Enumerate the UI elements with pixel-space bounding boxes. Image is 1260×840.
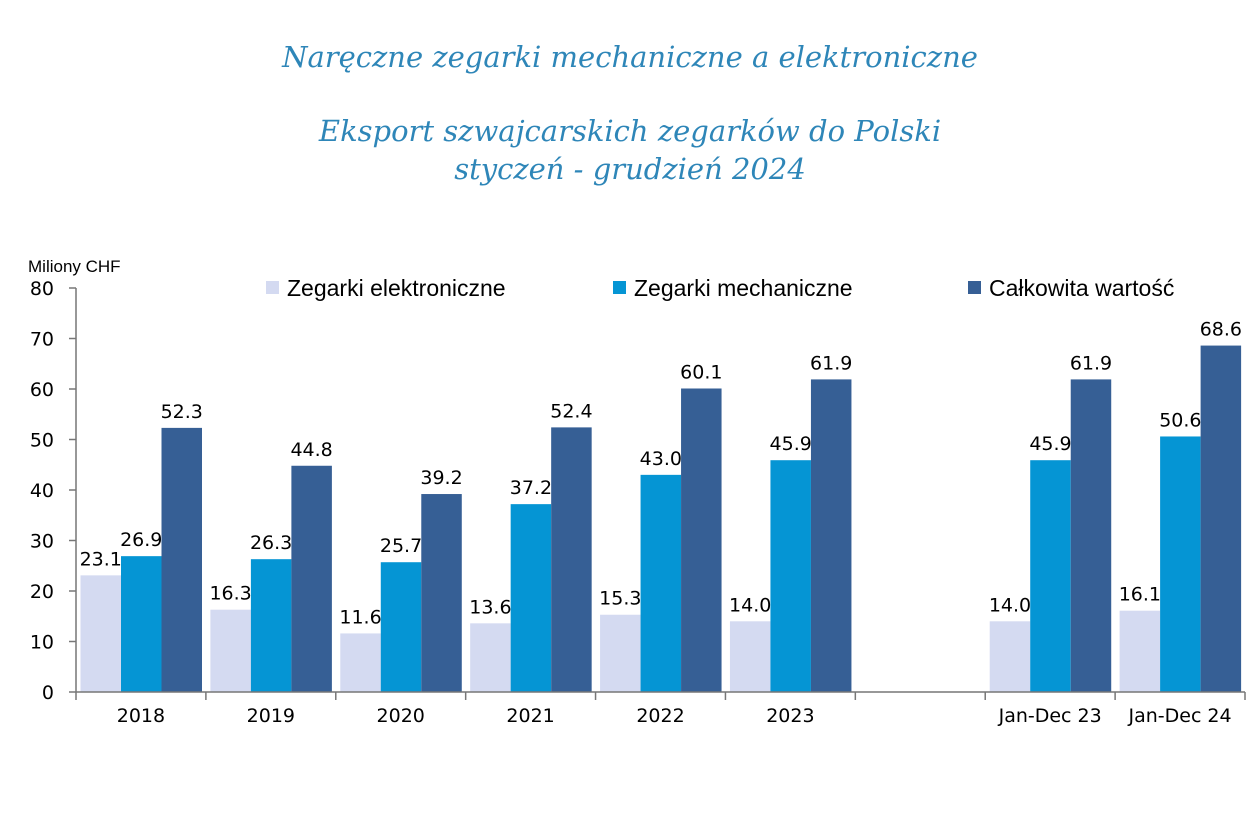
data-label: 37.2: [510, 477, 552, 499]
bar: [161, 427, 202, 692]
x-axis: 2018 2019 2020 2021 2022 2023 Jan-Dec 23 Jan-De…: [75, 691, 1246, 727]
data-label: 14.0: [729, 594, 771, 616]
y-tick-label: 20: [30, 581, 54, 603]
data-label: 52.4: [550, 400, 592, 422]
x-tick-label: 2021: [506, 705, 554, 727]
legend-swatch: [266, 281, 279, 294]
x-tick-label: Jan-Dec 23: [998, 705, 1102, 727]
y-tick-label: 0: [42, 682, 54, 704]
y-axis: 0 10 20 30 40 50 60 70 80: [30, 278, 77, 704]
bar: [80, 575, 121, 692]
bar: [1200, 345, 1242, 692]
x-tick-label: 2020: [377, 705, 425, 727]
x-tick-label: 2023: [766, 705, 814, 727]
legend: Zegarki elektroniczne Zegarki mechaniczne…: [266, 275, 1174, 301]
chart-title-line3: styczeń - grudzień 2024: [454, 152, 806, 186]
data-label: 52.3: [161, 401, 203, 423]
data-label: 26.3: [250, 532, 292, 554]
data-label: 16.1: [1119, 584, 1161, 606]
x-tick-label: 2022: [636, 705, 684, 727]
chart-title-line2: Eksport szwajcarskich zegarków do Polski: [318, 114, 942, 148]
bar: [1070, 379, 1112, 692]
legend-label: Całkowita wartość: [989, 275, 1174, 301]
bar: [291, 465, 332, 692]
y-tick-label: 30: [30, 531, 54, 553]
bar: [250, 559, 292, 692]
bar: [340, 633, 381, 692]
bar: [210, 609, 251, 692]
bar: [989, 621, 1031, 692]
data-label: 45.9: [1029, 433, 1071, 455]
x-tick-label: 2018: [117, 705, 165, 727]
bar: [121, 556, 162, 692]
x-tick-label: 2019: [247, 705, 295, 727]
bar: [681, 388, 722, 692]
data-label: 50.6: [1159, 409, 1201, 431]
bar: [770, 460, 811, 692]
data-label: 43.0: [640, 448, 682, 470]
data-label: 61.9: [810, 352, 852, 374]
data-label: 45.9: [770, 433, 812, 455]
bar: [470, 623, 511, 692]
y-tick-label: 60: [30, 379, 54, 401]
y-tick-label: 80: [30, 278, 54, 300]
bar: [551, 427, 592, 692]
chart-title-line1: Naręczne zegarki mechaniczne a elektroni…: [282, 40, 978, 74]
data-label: 25.7: [380, 535, 422, 557]
legend-label: Zegarki elektroniczne: [287, 275, 506, 301]
data-label: 61.9: [1070, 352, 1112, 374]
y-tick-label: 40: [30, 480, 54, 502]
bar: [421, 494, 462, 692]
data-label: 13.6: [469, 596, 511, 618]
bar: [1119, 610, 1161, 692]
data-label: 14.0: [989, 594, 1031, 616]
data-label: 60.1: [680, 361, 722, 383]
data-label: 26.9: [120, 529, 162, 551]
legend-swatch: [968, 281, 981, 294]
bar: [380, 562, 422, 692]
legend-swatch: [613, 281, 626, 294]
y-tick-label: 10: [30, 632, 54, 654]
data-labels: 23.126.9 52.3 16.3 26.3 44.8 11.6 25.7 39.2 13.6…: [80, 319, 1242, 629]
bars: [80, 345, 1242, 692]
y-tick-label: 50: [30, 430, 54, 452]
y-tick-label: 70: [30, 329, 54, 351]
legend-label: Zegarki mechaniczne: [634, 275, 853, 301]
bar: [1030, 460, 1071, 692]
data-label: 44.8: [290, 439, 332, 461]
data-label: 68.6: [1200, 319, 1242, 341]
data-label: 23.1: [80, 548, 122, 570]
bar: [510, 504, 552, 692]
data-label: 16.3: [209, 583, 251, 605]
bar: [600, 614, 641, 692]
bar: [729, 621, 771, 692]
bar: [810, 379, 852, 692]
x-tick-label: Jan-Dec 24: [1127, 705, 1231, 727]
bar: [1160, 436, 1201, 692]
bar: [640, 474, 682, 692]
y-axis-unit-label: Miliony CHF: [28, 257, 121, 276]
data-label: 39.2: [420, 467, 462, 489]
data-label: 15.3: [599, 588, 641, 610]
data-label: 11.6: [339, 606, 381, 628]
